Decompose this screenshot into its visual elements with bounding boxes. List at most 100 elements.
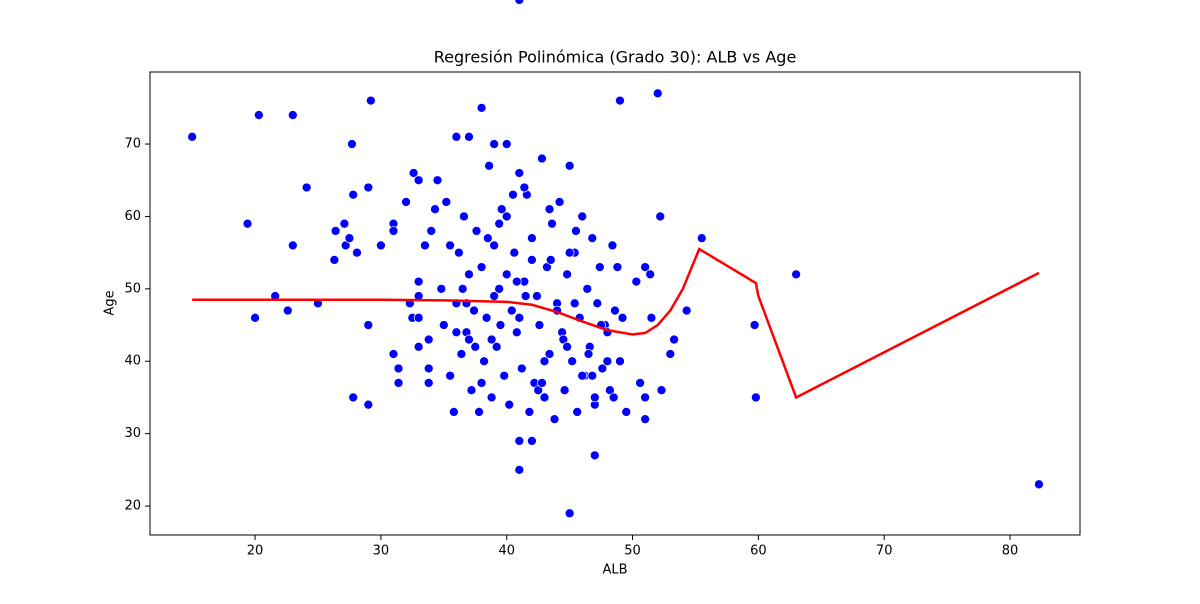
point [514, 312, 525, 323]
point [413, 341, 424, 352]
point [471, 226, 482, 236]
point [791, 269, 801, 280]
point [426, 226, 437, 236]
point [339, 218, 350, 229]
point [352, 247, 362, 258]
point [459, 211, 469, 222]
point [330, 226, 341, 236]
point [514, 0, 525, 5]
x-tick-label: 30 [373, 544, 390, 559]
point [242, 218, 253, 229]
point [537, 378, 547, 388]
point [393, 378, 404, 388]
point [329, 255, 340, 265]
point [449, 407, 459, 417]
point [534, 320, 545, 330]
point [504, 399, 515, 410]
point [484, 160, 494, 171]
point [537, 153, 547, 164]
point [393, 363, 404, 374]
point [474, 407, 484, 417]
point [348, 189, 359, 200]
point [499, 370, 510, 381]
point [615, 356, 625, 367]
point [469, 305, 479, 316]
point [466, 385, 477, 396]
x-axis-label: ALB [602, 563, 627, 578]
x-tick-label: 50 [624, 544, 641, 559]
point [655, 211, 666, 222]
y-tick-label: 30 [124, 426, 141, 441]
point [464, 334, 474, 345]
y-axis-label: Age [103, 290, 118, 315]
point [1034, 479, 1044, 490]
point [483, 233, 493, 244]
point [544, 349, 555, 359]
point [494, 218, 505, 229]
point [597, 363, 608, 374]
point [520, 291, 531, 301]
point [621, 407, 632, 417]
point [501, 139, 512, 149]
point [436, 283, 447, 294]
point [287, 240, 298, 251]
point [509, 247, 520, 258]
point [456, 349, 467, 359]
point [486, 334, 497, 345]
point [388, 226, 399, 236]
point [514, 168, 525, 178]
point [524, 407, 535, 417]
point [494, 283, 505, 294]
y-tick-label: 60 [124, 209, 141, 224]
point [445, 370, 455, 381]
point [640, 414, 650, 425]
point [549, 414, 560, 425]
point [527, 233, 537, 244]
point [495, 320, 506, 330]
point [423, 363, 434, 374]
x-tick-label: 70 [876, 544, 893, 559]
point [751, 392, 761, 403]
point [516, 363, 527, 374]
point [652, 88, 663, 99]
point [501, 269, 512, 280]
point [656, 385, 667, 396]
point [569, 298, 580, 309]
point [615, 95, 625, 106]
point [401, 197, 411, 207]
point [508, 189, 518, 200]
point [451, 131, 462, 142]
point [408, 168, 419, 178]
point [635, 378, 645, 388]
point [547, 218, 557, 229]
point [587, 233, 598, 244]
point [479, 356, 489, 367]
point [577, 211, 588, 222]
point [602, 356, 613, 367]
point [363, 399, 374, 410]
point [645, 269, 656, 280]
point [545, 255, 556, 265]
point [640, 262, 650, 272]
point [607, 240, 618, 251]
point [363, 182, 374, 193]
x-tick-label: 40 [498, 544, 515, 559]
y-tick-label: 40 [124, 354, 141, 369]
point [544, 204, 555, 215]
point [612, 262, 623, 272]
point [572, 407, 583, 417]
point [681, 305, 692, 316]
x-tick-label: 80 [1002, 544, 1019, 559]
point [501, 211, 512, 222]
point [454, 247, 464, 258]
point [514, 436, 525, 446]
point [554, 197, 565, 207]
point [423, 334, 434, 345]
point [441, 197, 452, 207]
point [481, 312, 492, 323]
point [587, 370, 598, 381]
point [445, 240, 455, 251]
point [669, 334, 679, 345]
point [432, 175, 443, 186]
